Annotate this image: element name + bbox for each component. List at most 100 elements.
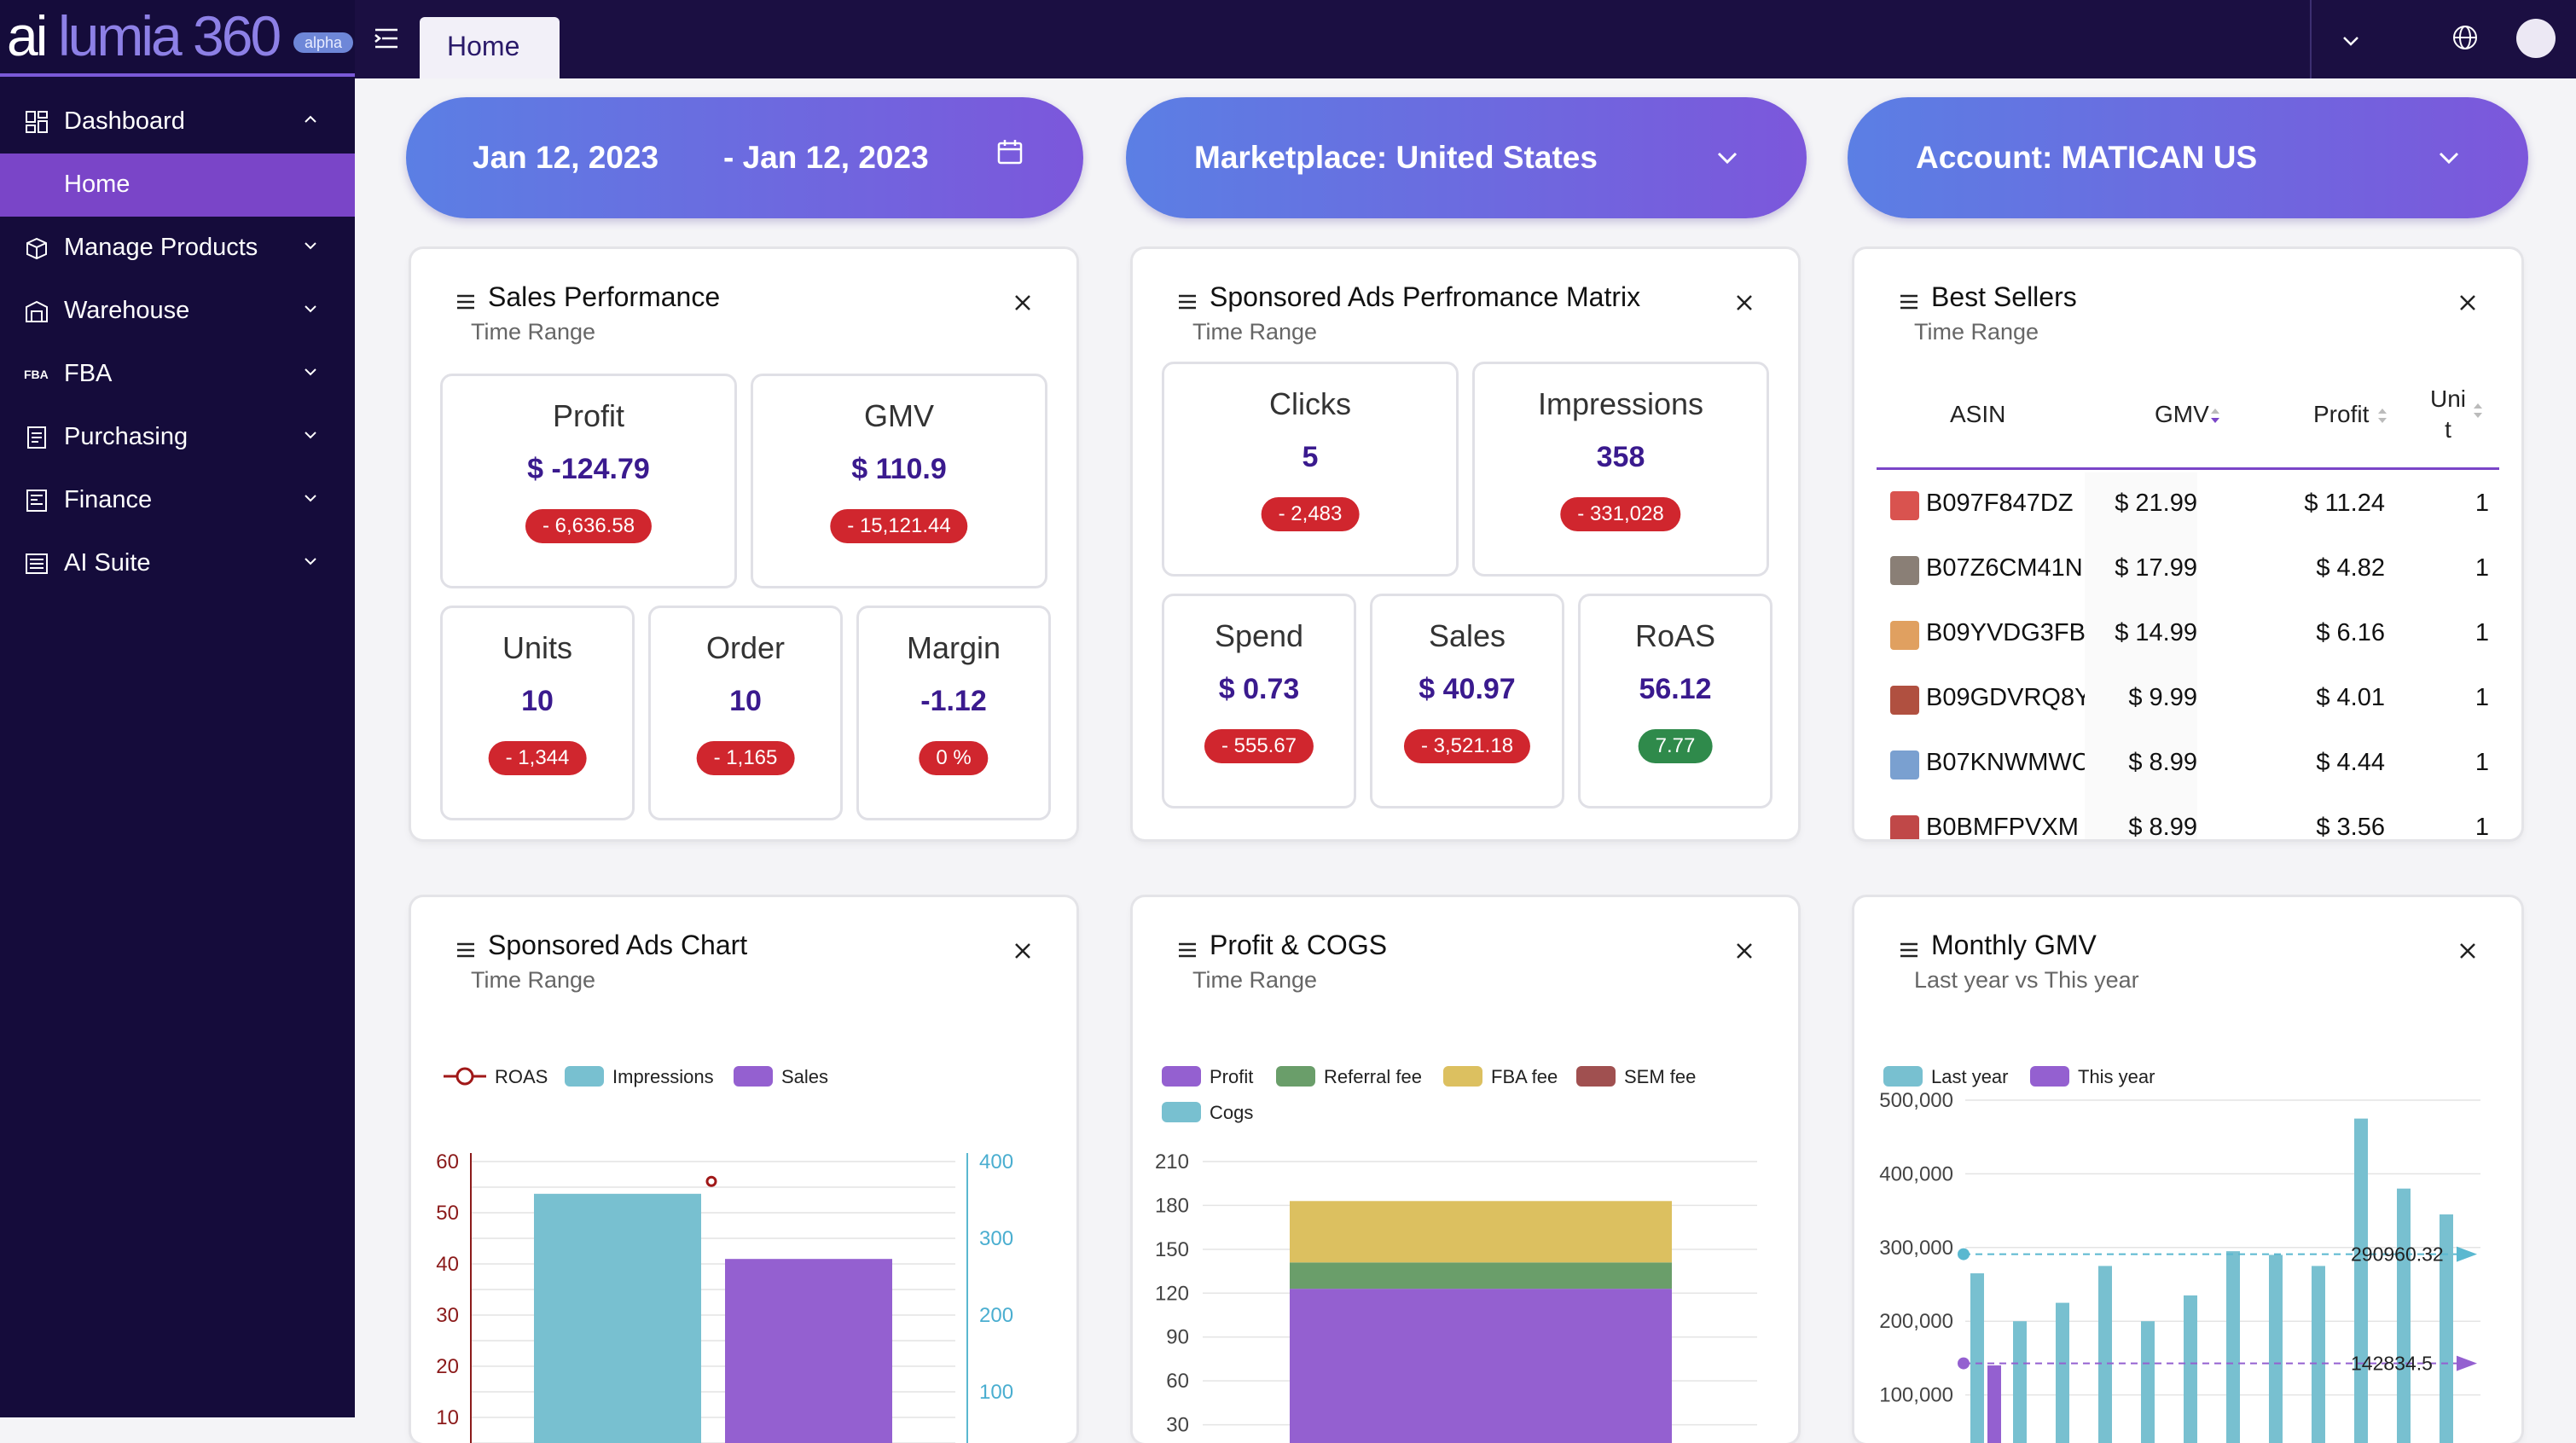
- close-icon[interactable]: [2458, 293, 2477, 312]
- table-row[interactable]: B0BMFPVXM $ 8.99 $ 3.56 1: [1854, 797, 2521, 839]
- gmv-cell: $ 9.99: [2085, 667, 2197, 732]
- metric-margin: Margin -1.12 0 %: [856, 606, 1051, 820]
- sidebar-item-dashboard[interactable]: Dashboard: [0, 90, 355, 154]
- card-subtitle: Time Range: [471, 319, 596, 345]
- sort-icon: [2211, 409, 2219, 423]
- app-logo[interactable]: ai lumia 360 alpha: [7, 0, 355, 75]
- close-icon[interactable]: [2458, 942, 2477, 960]
- y-axis-tick-label: 150: [1155, 1238, 1189, 1261]
- drag-handle-icon[interactable]: [1177, 942, 1198, 959]
- left-axis-tick-label: 40: [436, 1253, 459, 1276]
- column-header-asin[interactable]: ASIN: [1950, 401, 2006, 427]
- sidebar-item-finance[interactable]: Finance: [0, 469, 355, 532]
- metric-value: $ 0.73: [1218, 673, 1300, 705]
- sidebar-item-home[interactable]: Home: [0, 154, 355, 217]
- metric-value: 358: [1596, 441, 1645, 473]
- card-subtitle: Last year vs This year: [1914, 967, 2139, 993]
- close-icon[interactable]: [1735, 942, 1754, 960]
- card-subtitle: Time Range: [1192, 967, 1318, 993]
- gmv-cell: $ 21.99: [2085, 472, 2197, 537]
- right-axis-tick-label: 200: [979, 1304, 1013, 1327]
- legend-fba-fee-label: FBA fee: [1491, 1066, 1558, 1087]
- units-cell: 1: [2474, 490, 2489, 517]
- close-icon[interactable]: [1735, 293, 1754, 312]
- asin-cell: B09GDVRQ8Y: [1926, 684, 2085, 711]
- sidebar-item-warehouse[interactable]: Warehouse: [0, 280, 355, 343]
- y-axis-tick-label: 180: [1155, 1194, 1189, 1217]
- marketplace-select[interactable]: Marketplace: United States: [1126, 97, 1807, 218]
- profit-cell: $ 6.16: [2316, 619, 2385, 646]
- menu-toggle-icon[interactable]: [372, 24, 401, 53]
- table-row[interactable]: B09GDVRQ8Y $ 9.99 $ 4.01 1: [1854, 667, 2521, 732]
- card-title: Best Sellers: [1931, 281, 2077, 312]
- sidebar: ai lumia 360 alpha Dashboard Home Manage…: [0, 0, 355, 1417]
- bar-last-year: [2440, 1214, 2453, 1443]
- units-cell: 1: [2474, 814, 2489, 839]
- profit-cell: $ 4.82: [2316, 554, 2385, 582]
- bar-segment-referral-fee: [1290, 1262, 1672, 1289]
- bar-this-year: [1987, 1365, 2001, 1443]
- asin-cell: B07KNWMWC: [1926, 749, 2085, 776]
- asin-cell: B0BMFPVXM: [1926, 814, 2079, 839]
- profit-cell: $ 4.01: [2316, 684, 2385, 711]
- metric-value: 5: [1302, 441, 1319, 473]
- right-axis-tick-label: 400: [979, 1150, 1013, 1174]
- bar-last-year: [2354, 1118, 2368, 1443]
- y-axis-tick-label: 210: [1155, 1150, 1189, 1174]
- metric-label: GMV: [863, 398, 934, 433]
- sidebar-item-label: Dashboard: [64, 107, 185, 135]
- column-header-gmv[interactable]: GMV: [2155, 401, 2219, 428]
- sidebar-item-label: Warehouse: [64, 297, 190, 324]
- left-axis-tick-label: 10: [436, 1406, 459, 1429]
- metric-label: Impressions: [1537, 386, 1704, 421]
- calendar-icon: [997, 140, 1023, 165]
- box-icon: [26, 237, 47, 260]
- profit-cell: $ 3.56: [2316, 814, 2385, 839]
- sidebar-item-fba[interactable]: FBA FBA: [0, 343, 355, 406]
- product-thumbnail: [1890, 815, 1919, 839]
- marketplace-value: Marketplace: United States: [1194, 140, 1598, 175]
- sales-performance-card: Sales Performance Time Range Profit $ -1…: [411, 249, 1076, 839]
- drag-handle-icon[interactable]: [455, 293, 476, 310]
- legend-sem-fee-label: SEM fee: [1624, 1066, 1696, 1087]
- drag-handle-icon[interactable]: [455, 942, 476, 959]
- metric-profit: Profit $ -124.79 - 6,636.58: [440, 374, 737, 588]
- alpha-badge: alpha: [293, 32, 353, 53]
- metric-value: -1.12: [920, 685, 987, 717]
- units-cell: 1: [2474, 619, 2489, 646]
- chevron-down-icon: [305, 558, 316, 565]
- sidebar-item-purchasing[interactable]: Purchasing: [0, 406, 355, 469]
- gmv-cell: $ 17.99: [2085, 537, 2197, 602]
- avatar[interactable]: [2516, 19, 2556, 58]
- chevron-down-icon: [1717, 152, 1738, 165]
- table-row[interactable]: B07Z6CM41N $ 17.99 $ 4.82 1: [1854, 537, 2521, 602]
- sidebar-item-ai-suite[interactable]: AI Suite: [0, 532, 355, 595]
- product-thumbnail: [1890, 491, 1919, 520]
- bar-last-year: [2312, 1266, 2325, 1443]
- close-icon[interactable]: [1013, 293, 1032, 312]
- column-header-profit[interactable]: Profit: [2313, 401, 2387, 428]
- metric-label: Order: [705, 630, 786, 665]
- table-row[interactable]: B07KNWMWC $ 8.99 $ 4.44 1: [1854, 732, 2521, 797]
- account-select[interactable]: Account: MATICAN US: [1848, 97, 2528, 218]
- drag-handle-icon[interactable]: [1899, 293, 1919, 310]
- globe-icon[interactable]: [2451, 24, 2479, 51]
- sidebar-item-manage-products[interactable]: Manage Products: [0, 217, 355, 280]
- chevron-down-icon[interactable]: [2341, 31, 2361, 51]
- legend-last-year-swatch: [1883, 1066, 1923, 1087]
- logo-ai: ai: [7, 4, 48, 67]
- table-row[interactable]: B097F847DZ $ 21.99 $ 11.24 1: [1854, 472, 2521, 537]
- chevron-down-icon: [305, 305, 316, 313]
- sidebar-item-label: AI Suite: [64, 549, 151, 577]
- column-header-units[interactable]: Uni t: [2429, 384, 2482, 445]
- product-thumbnail: [1890, 686, 1919, 715]
- close-icon[interactable]: [1013, 942, 1032, 960]
- drag-handle-icon[interactable]: [1177, 293, 1198, 310]
- sort-icon: [2474, 403, 2482, 418]
- delta-badge: - 555.67: [1204, 729, 1314, 763]
- drag-handle-icon[interactable]: [1899, 942, 1919, 959]
- tab-home[interactable]: Home: [420, 17, 560, 78]
- date-range-picker[interactable]: Jan 12, 2023 - Jan 12, 2023: [406, 97, 1083, 218]
- table-row[interactable]: B09YVDG3FB $ 14.99 $ 6.16 1: [1854, 602, 2521, 667]
- legend-cogs-label: Cogs: [1210, 1102, 1253, 1123]
